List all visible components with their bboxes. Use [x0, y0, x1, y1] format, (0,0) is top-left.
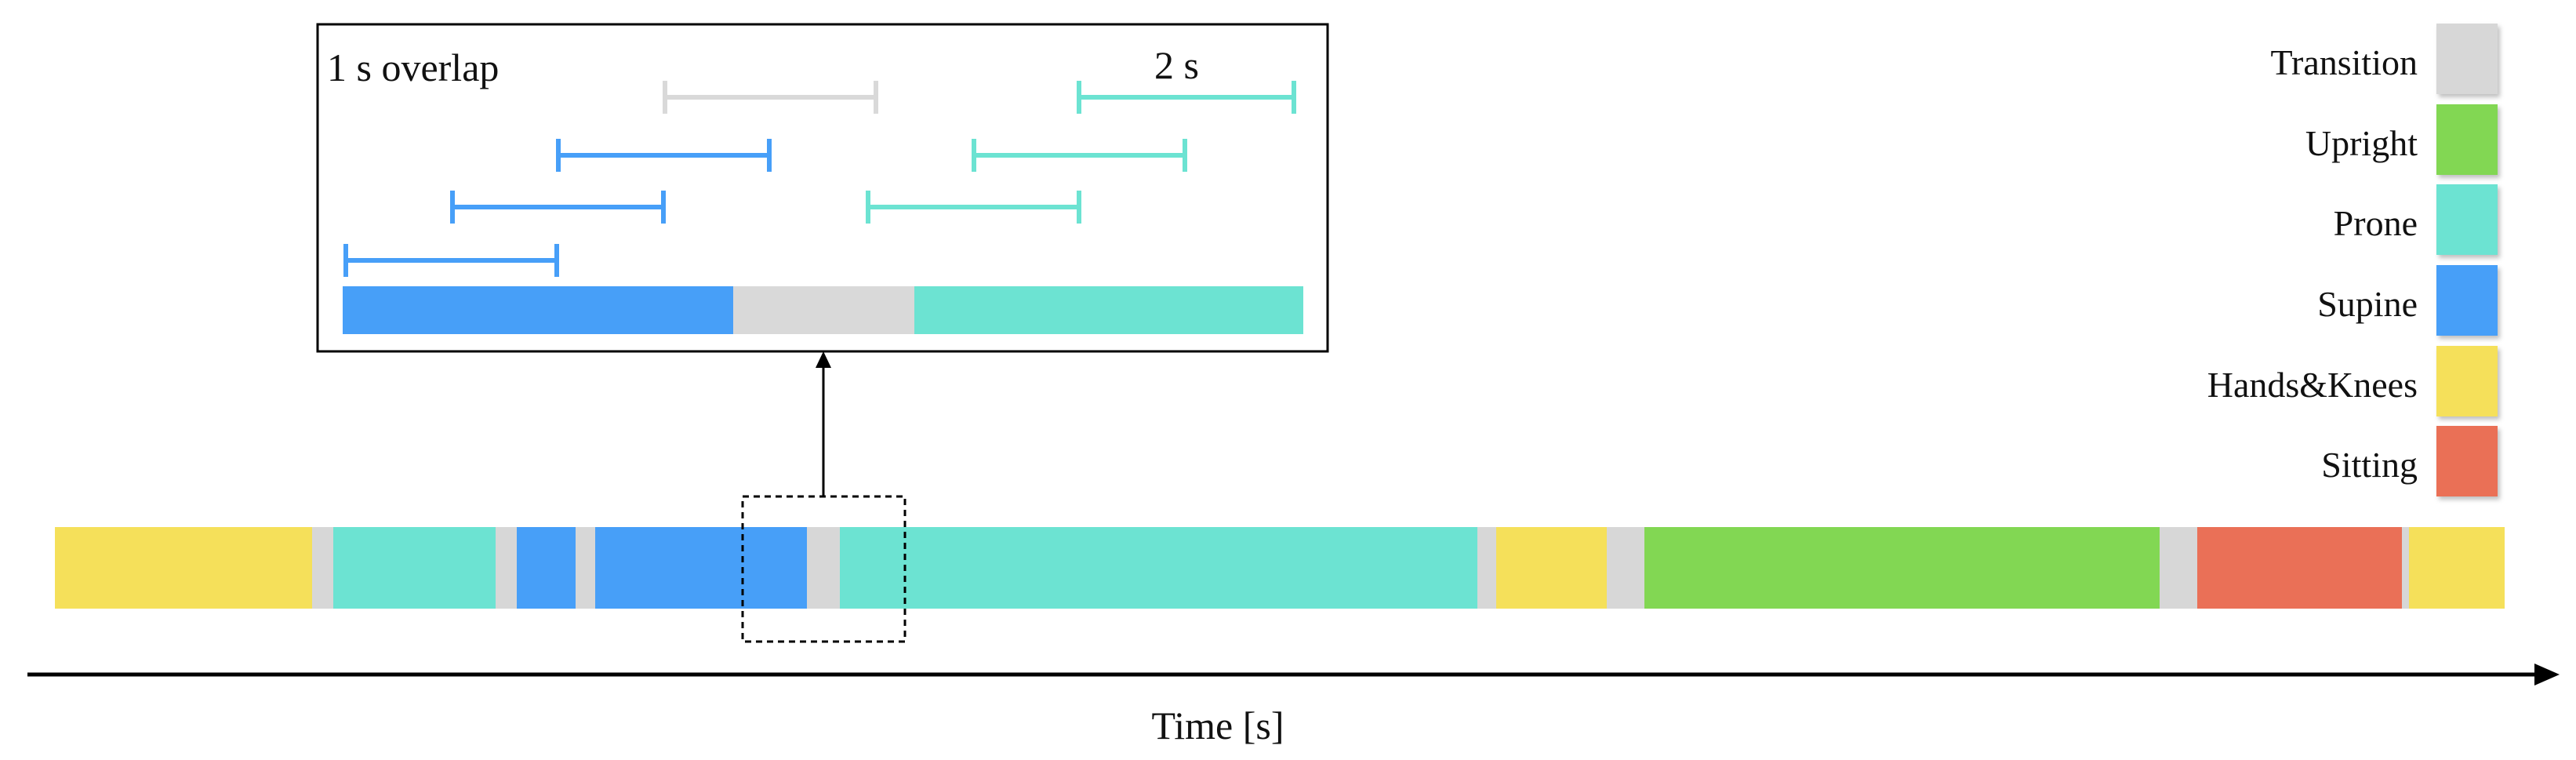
- zoom-region-dashed-box: [741, 495, 907, 643]
- timeline-segment: [2197, 527, 2402, 609]
- zoom-inset: 1 s overlap 2 s: [316, 23, 1329, 353]
- time-axis-arrowhead: [2534, 664, 2560, 685]
- window-length-label: 2 s: [1154, 43, 1199, 87]
- transition-swatch-icon: [2436, 24, 2498, 94]
- sliding-window: [450, 191, 666, 224]
- legend-entry: Upright: [2305, 104, 2498, 175]
- zoomed-segment: [733, 286, 914, 334]
- timeline-segment: [576, 527, 595, 609]
- legend-entry: Hands&Knees: [2207, 346, 2498, 416]
- upright-swatch-icon: [2436, 104, 2498, 175]
- sliding-window: [1077, 81, 1296, 114]
- legend-label: Prone: [2334, 203, 2418, 243]
- timeline-segment: [517, 527, 576, 609]
- timeline-segment: [595, 527, 807, 609]
- timeline-segment: [1607, 527, 1644, 609]
- timeline-segment: [807, 527, 840, 609]
- zoomed-segment: [343, 286, 733, 334]
- legend-entry: Sitting: [2321, 426, 2498, 496]
- legend-label: Transition: [2271, 42, 2418, 82]
- timeline-segment: [55, 527, 312, 609]
- timeline-segment: [1644, 527, 2160, 609]
- supine-swatch-icon: [2436, 265, 2498, 336]
- timeline-segment: [1496, 527, 1607, 609]
- timeline-segment: [2160, 527, 2197, 609]
- timeline-segment: [1477, 527, 1496, 609]
- timeline-segment: [840, 527, 1477, 609]
- timeline-segment: [312, 527, 333, 609]
- timeline-segment: [2402, 527, 2409, 609]
- time-axis-label: Time [s]: [1151, 704, 1284, 747]
- sliding-window: [343, 244, 559, 277]
- legend-entry: Prone: [2334, 184, 2498, 255]
- overlap-label: 1 s overlap: [327, 45, 499, 89]
- prone-swatch-icon: [2436, 184, 2498, 255]
- time-axis: Time [s]: [27, 664, 2560, 747]
- zoomed-segment-bar: [343, 286, 1303, 334]
- sliding-window: [556, 139, 772, 172]
- timeline-segment: [496, 527, 517, 609]
- sliding-window: [663, 81, 878, 114]
- hands-knees-swatch-icon: [2436, 346, 2498, 416]
- sliding-window: [866, 191, 1081, 224]
- legend-entry: Transition: [2271, 24, 2498, 94]
- zoom-connector-arrow: [816, 351, 831, 496]
- legend-entry: Supine: [2317, 265, 2498, 336]
- sliding-window: [972, 139, 1187, 172]
- legend-label: Upright: [2305, 123, 2418, 163]
- legend-label: Sitting: [2321, 445, 2418, 485]
- timeline-segment: [333, 527, 496, 609]
- sliding-windows: [343, 81, 1296, 277]
- legend: Transition Upright Prone Supine Hands&Kn…: [2207, 24, 2498, 496]
- sitting-swatch-icon: [2436, 426, 2498, 496]
- timeline-segment: [2409, 527, 2505, 609]
- legend-label: Hands&Knees: [2207, 365, 2418, 405]
- timeline-bar: [55, 527, 2505, 609]
- legend-label: Supine: [2317, 284, 2418, 324]
- zoomed-segment: [914, 286, 1303, 334]
